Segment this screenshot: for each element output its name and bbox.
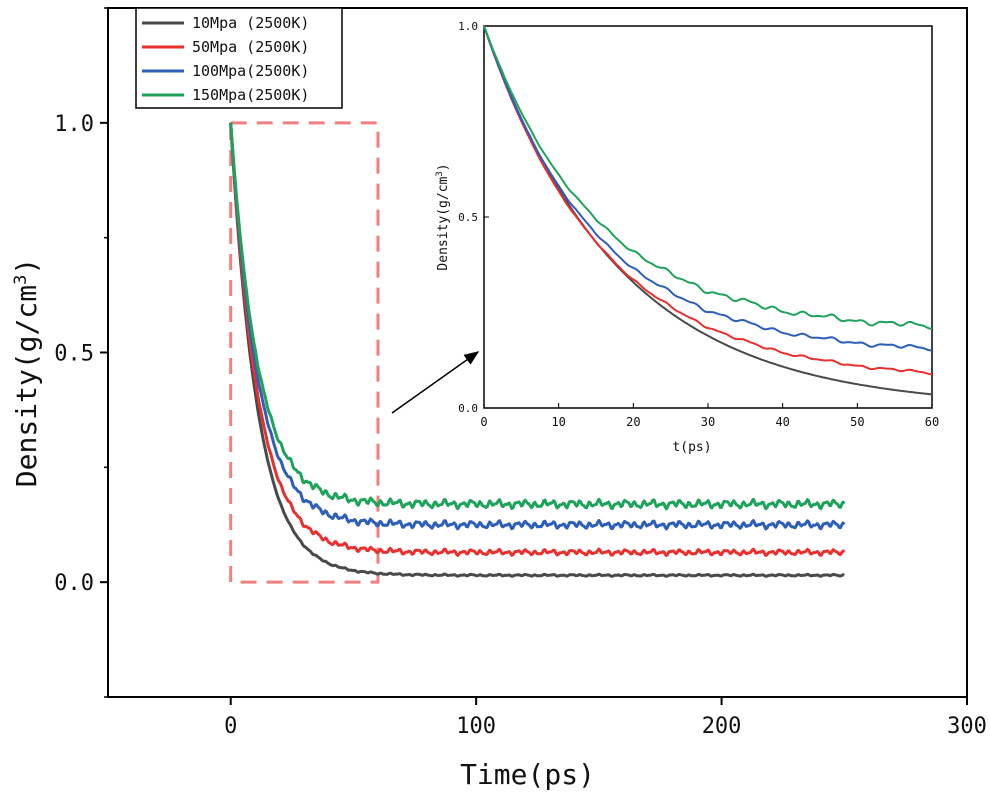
inset-x-tick-label: 60: [925, 415, 939, 429]
series-line-1: [229, 122, 846, 557]
inset-y-axis-label-close: ): [436, 163, 451, 171]
inset-x-tick-label: 40: [775, 415, 789, 429]
y-axis-label: Density(g/cm3): [10, 258, 43, 487]
legend: 10Mpa (2500K) 50Mpa (2500K) 100Mpa(2500K) 1…: [135, 7, 343, 109]
zoom-region-box: [229, 121, 380, 584]
inset-series-line-0: [483, 25, 933, 396]
legend-label-0: 10Mpa (2500K): [192, 14, 309, 32]
inset-series-line-2: [483, 25, 933, 352]
inset-series-line-1: [483, 25, 932, 376]
inset-series-line-3: [483, 25, 933, 330]
inset-x-tick-label: 0: [480, 415, 487, 429]
y-axis-label-text: Density(g/cm: [10, 285, 43, 487]
series-line-0: [229, 122, 845, 578]
legend-box: [135, 7, 343, 109]
x-tick-label: 200: [702, 714, 742, 739]
inset-x-tick-label: 10: [551, 415, 565, 429]
inset-y-tick-label: 0.5: [458, 211, 478, 224]
inset-x-tick-label: 50: [850, 415, 864, 429]
legend-label-1: 50Mpa (2500K): [192, 38, 309, 56]
inset-y-tick-label: 1.0: [458, 20, 478, 33]
y-tick-label: 0.0: [54, 571, 94, 596]
y-tick-label: 0.5: [54, 342, 94, 367]
legend-label-3: 150Mpa(2500K): [192, 86, 309, 104]
x-tick-label: 100: [456, 714, 496, 739]
inset-y-axis-label: Density(g/cm3): [435, 163, 451, 270]
inset-x-tick-label: 30: [701, 415, 715, 429]
y-axis-label-sup: 3: [11, 275, 31, 285]
series-line-3: [229, 122, 846, 511]
x-tick-label: 0: [224, 714, 237, 739]
x-tick-label: 300: [947, 714, 987, 739]
inset-y-axis-label-text: Density(g/cm: [436, 176, 451, 270]
inset-x-tick-label: 20: [626, 415, 640, 429]
inset-frame: [483, 25, 933, 409]
inset-y-tick-label: 0.0: [458, 402, 478, 415]
inset-x-axis-label: t(ps): [672, 440, 711, 455]
zoom-arrow: [391, 351, 480, 414]
series-line-2: [229, 122, 846, 531]
x-axis-label: Time(ps): [460, 758, 595, 791]
inset-y-axis-label-sup: 3: [435, 171, 445, 176]
y-tick-label: 1.0: [54, 112, 94, 137]
y-axis-label-close: ): [10, 258, 43, 275]
inset-chart: 0 10 20 30 40 50 60 0.0 0.5 1.0 t(ps) Density(g/cm3…: [435, 20, 939, 455]
legend-label-2: 100Mpa(2500K): [192, 62, 309, 80]
